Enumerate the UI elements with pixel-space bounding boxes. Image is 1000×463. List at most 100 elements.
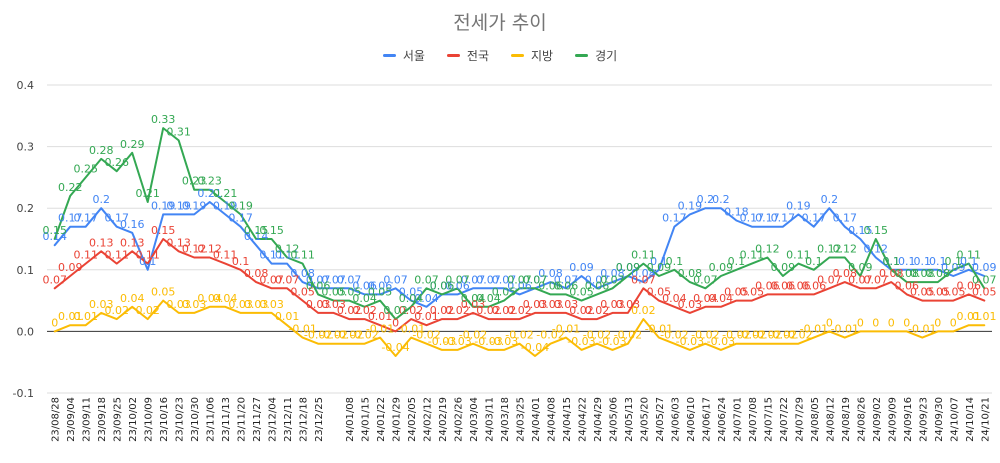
y-tick-label: 0.2 bbox=[17, 202, 35, 215]
data-label-regional: -0.03 bbox=[428, 335, 456, 348]
data-label-regional: 0 bbox=[950, 316, 957, 329]
data-label-seoul: 0.1 bbox=[139, 255, 157, 268]
data-label-nationwide: 0.08 bbox=[833, 267, 858, 280]
data-label-gyeonggi: 0.05 bbox=[321, 286, 346, 299]
data-label-nationwide: 0.07 bbox=[817, 273, 842, 286]
data-label-nationwide: 0.02 bbox=[445, 304, 470, 317]
data-label-gyeonggi: 0.23 bbox=[182, 175, 207, 188]
data-label-seoul: 0.1 bbox=[914, 255, 932, 268]
x-tick-label: 24/04/15 bbox=[562, 397, 573, 442]
data-label-gyeonggi: 0.11 bbox=[290, 249, 315, 262]
data-label-gyeonggi: 0.08 bbox=[895, 267, 920, 280]
legend-item-regional[interactable]: 지방 bbox=[511, 47, 553, 64]
data-label-gyeonggi: 0.1 bbox=[945, 255, 963, 268]
data-label-seoul: 0.19 bbox=[678, 199, 703, 212]
data-label-gyeonggi: 0.09 bbox=[848, 261, 873, 274]
data-label-regional: -0.02 bbox=[459, 329, 487, 342]
data-label-nationwide: 0.03 bbox=[678, 298, 703, 311]
data-label-seoul: 0.09 bbox=[972, 261, 997, 274]
x-tick-label: 24/09/30 bbox=[934, 397, 945, 442]
data-label-seoul: 0.1 bbox=[960, 255, 978, 268]
data-label-nationwide: 0.03 bbox=[523, 298, 548, 311]
data-label-seoul: 0.07 bbox=[585, 273, 610, 286]
data-label-regional: -0.02 bbox=[319, 329, 347, 342]
data-label-gyeonggi: 0.12 bbox=[833, 242, 858, 255]
data-label-regional: 0.01 bbox=[73, 310, 98, 323]
x-tick-label: 23/10/30 bbox=[190, 397, 201, 442]
data-label-regional: -0.04 bbox=[521, 341, 549, 354]
data-label-seoul: 0.07 bbox=[321, 273, 346, 286]
legend-label-seoul: 서울 bbox=[402, 49, 425, 63]
x-tick-label: 23/12/11 bbox=[283, 397, 294, 442]
data-label-nationwide: 0.03 bbox=[554, 298, 579, 311]
series-line-regional bbox=[53, 299, 986, 357]
legend-swatch-nationwide bbox=[446, 54, 460, 57]
x-tick-label: 23/09/11 bbox=[82, 397, 93, 442]
data-label-nationwide: 0.15 bbox=[151, 224, 176, 237]
data-label-regional: 0.04 bbox=[197, 292, 222, 305]
data-label-regional: -0.02 bbox=[769, 329, 797, 342]
x-tick-label: 24/02/12 bbox=[423, 397, 434, 442]
data-label-seoul: 0.08 bbox=[538, 267, 563, 280]
data-label-nationwide: 0.03 bbox=[616, 298, 641, 311]
data-label-regional: 0 bbox=[934, 316, 941, 329]
data-label-nationwide: 0.08 bbox=[879, 267, 904, 280]
data-label-regional: 0.04 bbox=[213, 292, 238, 305]
data-label-nationwide: 0.02 bbox=[569, 304, 594, 317]
x-tick-label: 24/07/29 bbox=[794, 397, 805, 442]
data-label-seoul: 0.17 bbox=[771, 212, 796, 225]
data-label-seoul: 0.1 bbox=[898, 255, 916, 268]
data-label-regional: 0 bbox=[872, 316, 879, 329]
data-label-gyeonggi: 0.31 bbox=[166, 125, 191, 138]
x-tick-label: 23/08/28 bbox=[51, 397, 62, 442]
series-line-nationwide bbox=[53, 238, 986, 333]
data-label-seoul: 0.06 bbox=[507, 279, 532, 292]
data-label-regional: -0.02 bbox=[536, 329, 564, 342]
data-label-nationwide: 0.05 bbox=[724, 286, 749, 299]
data-label-gyeonggi: 0.06 bbox=[585, 279, 610, 292]
data-label-nationwide: 0.13 bbox=[166, 236, 191, 249]
data-label-gyeonggi: 0.05 bbox=[368, 286, 393, 299]
data-label-gyeonggi: 0.15 bbox=[244, 224, 269, 237]
data-label-regional: -0.02 bbox=[505, 329, 533, 342]
data-label-gyeonggi: 0.1 bbox=[728, 255, 746, 268]
data-label-seoul: 0.17 bbox=[73, 212, 98, 225]
x-tick-label: 23/09/18 bbox=[97, 397, 108, 442]
x-tick-label: 24/06/24 bbox=[717, 397, 728, 442]
legend-item-nationwide[interactable]: 전국 bbox=[446, 47, 489, 64]
data-label-regional: -0.02 bbox=[722, 329, 750, 342]
y-tick-label: 0.1 bbox=[17, 264, 35, 277]
legend-item-seoul[interactable]: 서울 bbox=[382, 47, 425, 64]
data-label-nationwide: 0.07 bbox=[864, 273, 889, 286]
data-label-regional: 0.03 bbox=[259, 298, 284, 311]
data-label-regional: -0.02 bbox=[583, 329, 611, 342]
data-label-regional: 0.01 bbox=[957, 310, 982, 323]
x-tick-label: 24/06/17 bbox=[701, 397, 712, 442]
x-tick-label: 24/04/01 bbox=[531, 397, 542, 442]
data-label-gyeonggi: 0.12 bbox=[817, 242, 842, 255]
data-label-seoul: 0.09 bbox=[569, 261, 594, 274]
data-label-nationwide: 0.07 bbox=[631, 273, 656, 286]
data-label-nationwide: 0.04 bbox=[662, 292, 687, 305]
legend-item-gyeonggi[interactable]: 경기 bbox=[575, 47, 617, 64]
x-tick-label: 23/09/04 bbox=[66, 397, 77, 442]
data-label-gyeonggi: 0.1 bbox=[883, 255, 901, 268]
data-label-seoul: 0.2 bbox=[712, 193, 730, 206]
x-tick-label: 24/05/20 bbox=[639, 397, 650, 442]
gridlines bbox=[47, 84, 992, 394]
data-label-nationwide: 0.06 bbox=[895, 279, 920, 292]
data-label-seoul: 0.19 bbox=[166, 199, 191, 212]
data-label-seoul: 0.07 bbox=[337, 273, 362, 286]
series-lines bbox=[53, 127, 986, 357]
data-label-nationwide: 0.03 bbox=[600, 298, 625, 311]
x-tick-label: 24/04/29 bbox=[593, 397, 604, 442]
x-tick-label: 23/11/13 bbox=[221, 397, 232, 442]
legend-swatch-regional bbox=[511, 54, 524, 57]
series-line-seoul bbox=[53, 201, 986, 308]
data-label-nationwide: 0.05 bbox=[941, 286, 966, 299]
data-label-nationwide: 0.13 bbox=[120, 236, 145, 249]
data-label-seoul: 0.07 bbox=[523, 273, 548, 286]
legend-label-nationwide: 전국 bbox=[466, 49, 489, 63]
data-label-gyeonggi: 0.28 bbox=[89, 144, 114, 157]
